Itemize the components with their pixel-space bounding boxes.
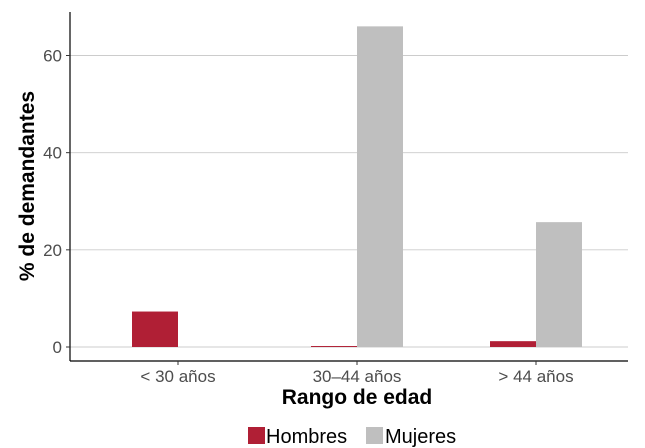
bar-hombres-1 (132, 311, 178, 347)
legend-label-mujeres: Mujeres (385, 426, 456, 448)
y-tick-label: 60 (43, 47, 62, 66)
x-tick-label: < 30 años (140, 367, 215, 386)
y-tick-label: 20 (43, 241, 62, 260)
bar-mujeres-3 (536, 222, 582, 347)
y-tick-labels: 0 20 40 60 (43, 47, 70, 357)
x-tick-labels: < 30 años 30–44 años > 44 años (140, 361, 574, 386)
axes (69, 12, 628, 362)
legend-swatch-mujeres (366, 427, 383, 444)
legend-label-hombres: Hombres (266, 426, 347, 448)
x-tick-label: > 44 años (498, 367, 573, 386)
y-axis-title: % de demandantes (16, 91, 39, 281)
x-axis-title: Rango de edad (282, 386, 433, 409)
x-tick-label: 30–44 años (313, 367, 402, 386)
y-tick-label: 0 (53, 338, 62, 357)
bars (132, 26, 582, 347)
bar-hombres-2 (311, 346, 357, 347)
legend: Hombres Mujeres (248, 426, 456, 448)
y-tick-label: 40 (43, 144, 62, 163)
bar-hombres-3 (490, 341, 536, 347)
bar-mujeres-2 (357, 26, 403, 347)
legend-swatch-hombres (248, 427, 265, 444)
